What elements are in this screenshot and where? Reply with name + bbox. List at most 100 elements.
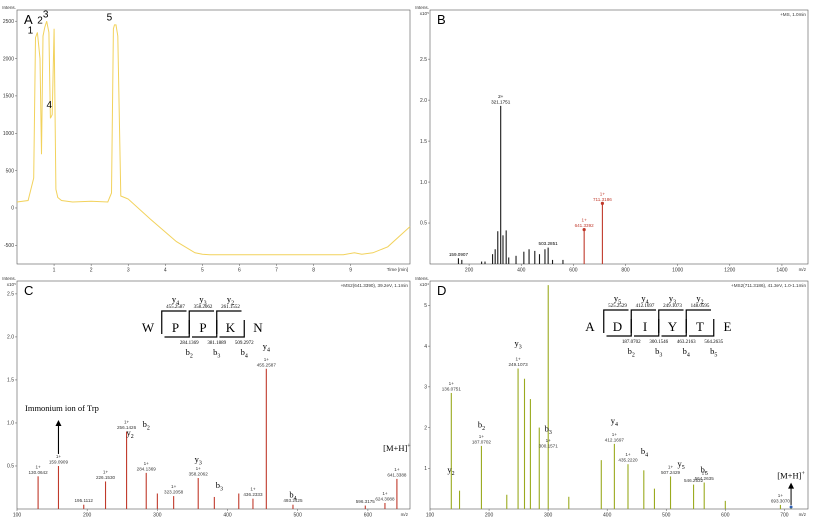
peak-charge: 1+ <box>515 357 521 362</box>
peak-mz-label: 136.0751 <box>442 386 462 391</box>
b-cleavage-bracket <box>192 320 218 338</box>
peak-charge: 1+ <box>144 461 150 466</box>
residue-N: N <box>253 320 263 335</box>
panel-b: B Intens.x10⁵ +MS, 1.0min m/z 200 400 600 800 10… <box>415 5 809 274</box>
peak-charge: 1+ <box>546 438 552 443</box>
y-tick-label: 500 <box>6 168 15 174</box>
y-tick-label: 2.5 <box>7 292 14 298</box>
b-cleavage-bracket <box>164 320 190 338</box>
ion-label-b4: b4 <box>641 446 648 459</box>
residue-Y: Y <box>668 319 678 334</box>
y-ion-label: y2 <box>696 293 703 306</box>
y-ion-mz: 455.2587 <box>166 305 185 310</box>
ion-label-y2: y2 <box>447 464 454 477</box>
b-ion-mz: 381.1889 <box>207 341 226 346</box>
peak-charge: 1+ <box>702 471 708 476</box>
y-ion-mz: 249.1073 <box>663 304 682 309</box>
ion-label-b3: b3 <box>545 424 552 437</box>
y-tick-label: 1.0 <box>7 421 14 427</box>
x-tick-label: 7 <box>275 268 278 274</box>
peak-mz-label: 300.1571 <box>539 443 559 448</box>
peak-mz-label: 284.1369 <box>137 466 157 471</box>
peak-charge: 1+ <box>103 469 109 474</box>
precursor-marker <box>600 201 604 205</box>
peak-charge: 1+ <box>264 357 270 362</box>
b-ion-label: b4 <box>683 346 690 359</box>
x-tick-label: 500 <box>294 513 303 517</box>
y-axis-unit: x10⁵ <box>7 282 16 287</box>
y-cleavage-bracket <box>603 309 629 333</box>
b-ion-mz: 187.0702 <box>622 340 641 345</box>
residue-E: E <box>724 319 732 334</box>
b-cleavage-bracket <box>634 319 660 337</box>
y-tick-label: 5 <box>424 303 427 309</box>
peak-mz-label: 159.0909 <box>49 459 69 464</box>
y-ion-mz: 525.2529 <box>608 304 627 309</box>
peak-charge: 1+ <box>625 452 631 457</box>
y-axis-label: Intens. <box>415 276 429 281</box>
y-ion-mz: 412.1697 <box>636 304 655 309</box>
peak-label: 4 <box>47 100 53 111</box>
ion-label-y4: y4 <box>263 341 270 354</box>
ion-label-y3: y3 <box>514 338 521 351</box>
x-tick-label: 8 <box>312 268 315 274</box>
peak-charge: 1+ <box>600 191 606 196</box>
peak-mz-label: 455.2587 <box>257 362 277 367</box>
panel-letter: C <box>24 283 33 298</box>
y-ion-label: y4 <box>641 293 648 306</box>
residue-T: T <box>696 319 704 334</box>
x-tick-label: 700 <box>780 513 789 517</box>
x-tick-label: 1000 <box>672 268 683 274</box>
y-tick-label: 1 <box>424 466 427 472</box>
peak-charge: 1+ <box>250 487 256 492</box>
y-axis-unit: x10⁴ <box>420 282 429 287</box>
b-cleavage-bracket <box>219 320 245 338</box>
y-tick-label: 2 <box>424 425 427 431</box>
plot-frame <box>429 280 809 510</box>
peak-mz-label: 564.2635 <box>695 476 715 481</box>
b-ion-label: b3 <box>213 347 220 360</box>
y-tick-label: 0 <box>11 206 14 212</box>
peak-mz-label: 641.3392 <box>575 223 595 228</box>
y-tick-label: 0.5 <box>420 221 427 227</box>
peak-mz-label: 323.2058 <box>164 490 184 495</box>
y-axis-unit: x10⁵ <box>420 11 429 16</box>
y-ion-label: y2 <box>227 294 234 307</box>
plot-frame <box>429 9 809 265</box>
peak-mz-label: 358.2062 <box>189 472 209 477</box>
y-ion-label: y5 <box>614 293 621 306</box>
y-tick-label: 1500 <box>3 94 14 100</box>
x-tick-label: 4 <box>164 268 167 274</box>
peak-charge: 1+ <box>449 381 455 386</box>
peak-mz-label: 435.2220 <box>618 458 638 463</box>
scan-label: +MS2(641.3390), 39.2eV, 1.1min <box>341 283 409 288</box>
y-tick-label: 2.0 <box>7 335 14 341</box>
x-tick-label: 1400 <box>776 268 787 274</box>
x-tick-label: 400 <box>223 513 232 517</box>
y-tick-label: 1.5 <box>7 378 14 384</box>
x-tick-label: 600 <box>364 513 373 517</box>
peak-mz-label: 693.3070 <box>771 498 791 503</box>
y-tick-label: 0.5 <box>7 464 14 470</box>
y-cleavage-bracket <box>161 310 187 334</box>
b-ion-mz: 463.2163 <box>677 340 696 345</box>
y-axis-label: Intens. <box>2 276 16 281</box>
x-tick-label: 2 <box>90 268 93 274</box>
peak-mz-label: 321.1751 <box>491 99 511 104</box>
x-tick-label: 600 <box>569 268 578 274</box>
x-tick-label: 3 <box>127 268 130 274</box>
peak-mz-label: 546.2532 <box>684 478 704 483</box>
panel-letter: B <box>437 12 446 27</box>
ion-label-b2: b2 <box>478 420 485 433</box>
peak-charge: 1+ <box>668 464 674 469</box>
peak-label: 5 <box>107 13 113 24</box>
b-ion-mz: 564.2635 <box>704 340 723 345</box>
ion-label-mh: [M+H]+ <box>777 470 805 480</box>
peak-mz-label: 187.0702 <box>472 439 492 444</box>
precursor-marker <box>789 505 793 509</box>
ion-label-y3: y3 <box>195 454 202 467</box>
peak-mz-label: 507.2429 <box>661 470 681 475</box>
x-tick-label: 800 <box>621 268 630 274</box>
peak-charge: 1+ <box>394 467 400 472</box>
